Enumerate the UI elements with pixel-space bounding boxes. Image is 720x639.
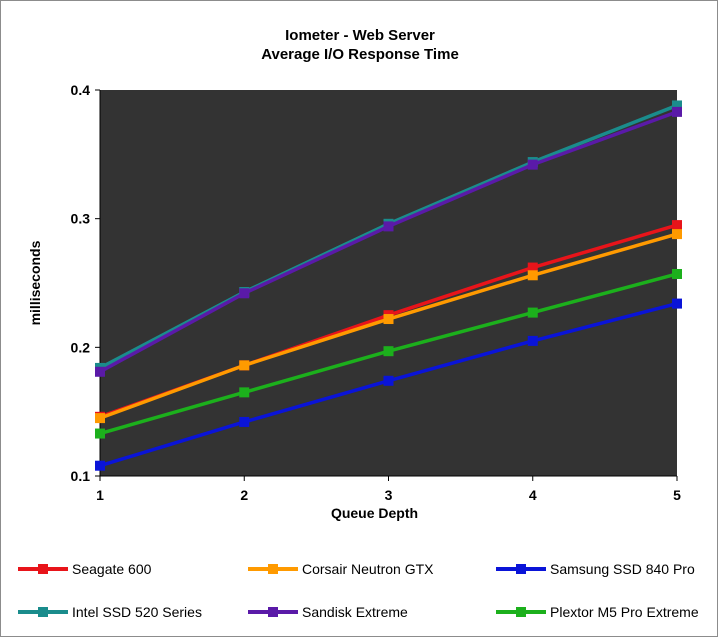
legend-label: Sandisk Extreme (302, 604, 408, 620)
legend-item: Sandisk Extreme (248, 602, 408, 622)
chart-title: Iometer - Web Server (285, 27, 435, 44)
data-point (672, 220, 682, 231)
data-point (383, 346, 394, 357)
data-point (239, 387, 250, 398)
legend-item: Plextor M5 Pro Extreme (496, 602, 699, 622)
data-point (527, 335, 538, 346)
y-tick-label: 0.3 (71, 211, 91, 227)
legend-item: Samsung SSD 840 Pro (496, 559, 695, 579)
legend-item: Corsair Neutron GTX (248, 559, 433, 579)
data-point (672, 268, 682, 279)
legend-swatch (18, 559, 68, 579)
y-tick-label: 0.2 (71, 339, 91, 355)
data-point (383, 221, 394, 232)
data-point (672, 106, 682, 117)
data-point (95, 413, 105, 424)
chart-legend: Seagate 600 Corsair Neutron GTX Samsung SS… (0, 552, 720, 632)
legend-label: Corsair Neutron GTX (302, 561, 434, 577)
data-point (527, 159, 538, 170)
data-point (527, 307, 538, 318)
x-axis-label: Queue Depth (331, 505, 418, 521)
data-point (95, 460, 105, 471)
legend-swatch (496, 559, 546, 579)
x-tick-label: 1 (96, 487, 104, 503)
legend-swatch (496, 602, 546, 622)
data-point (239, 360, 250, 371)
data-point (527, 262, 538, 273)
legend-label: Samsung SSD 840 Pro (550, 561, 695, 577)
data-point (672, 229, 682, 240)
y-tick-label: 0.4 (71, 82, 91, 98)
x-tick-label: 3 (385, 487, 393, 503)
legend-swatch (18, 602, 68, 622)
data-point (527, 270, 538, 281)
legend-swatch (248, 559, 298, 579)
x-tick-label: 4 (529, 487, 537, 503)
data-point (95, 366, 105, 377)
data-point (383, 375, 394, 386)
legend-label: Plextor M5 Pro Extreme (550, 604, 699, 620)
y-axis-label: milliseconds (27, 240, 43, 325)
data-point (672, 100, 682, 111)
data-point (672, 298, 682, 309)
data-point (95, 428, 105, 439)
legend-item: Seagate 600 (18, 559, 151, 579)
x-tick-label: 5 (673, 487, 681, 503)
chart-plot: 0.1 0.2 0.3 0.4 1 2 3 4 5 Queue Depth milliseconds (27, 82, 682, 521)
chart-subtitle: Average I/O Response Time (261, 46, 459, 63)
x-tick-label: 2 (240, 487, 248, 503)
legend-swatch (248, 602, 298, 622)
y-tick-label: 0.1 (71, 468, 91, 484)
legend-item: Intel SSD 520 Series (18, 602, 202, 622)
legend-label: Intel SSD 520 Series (72, 604, 202, 620)
data-point (239, 288, 250, 299)
data-point (383, 314, 394, 325)
legend-label: Seagate 600 (72, 561, 152, 577)
data-point (239, 416, 250, 427)
plot-area (100, 90, 677, 476)
